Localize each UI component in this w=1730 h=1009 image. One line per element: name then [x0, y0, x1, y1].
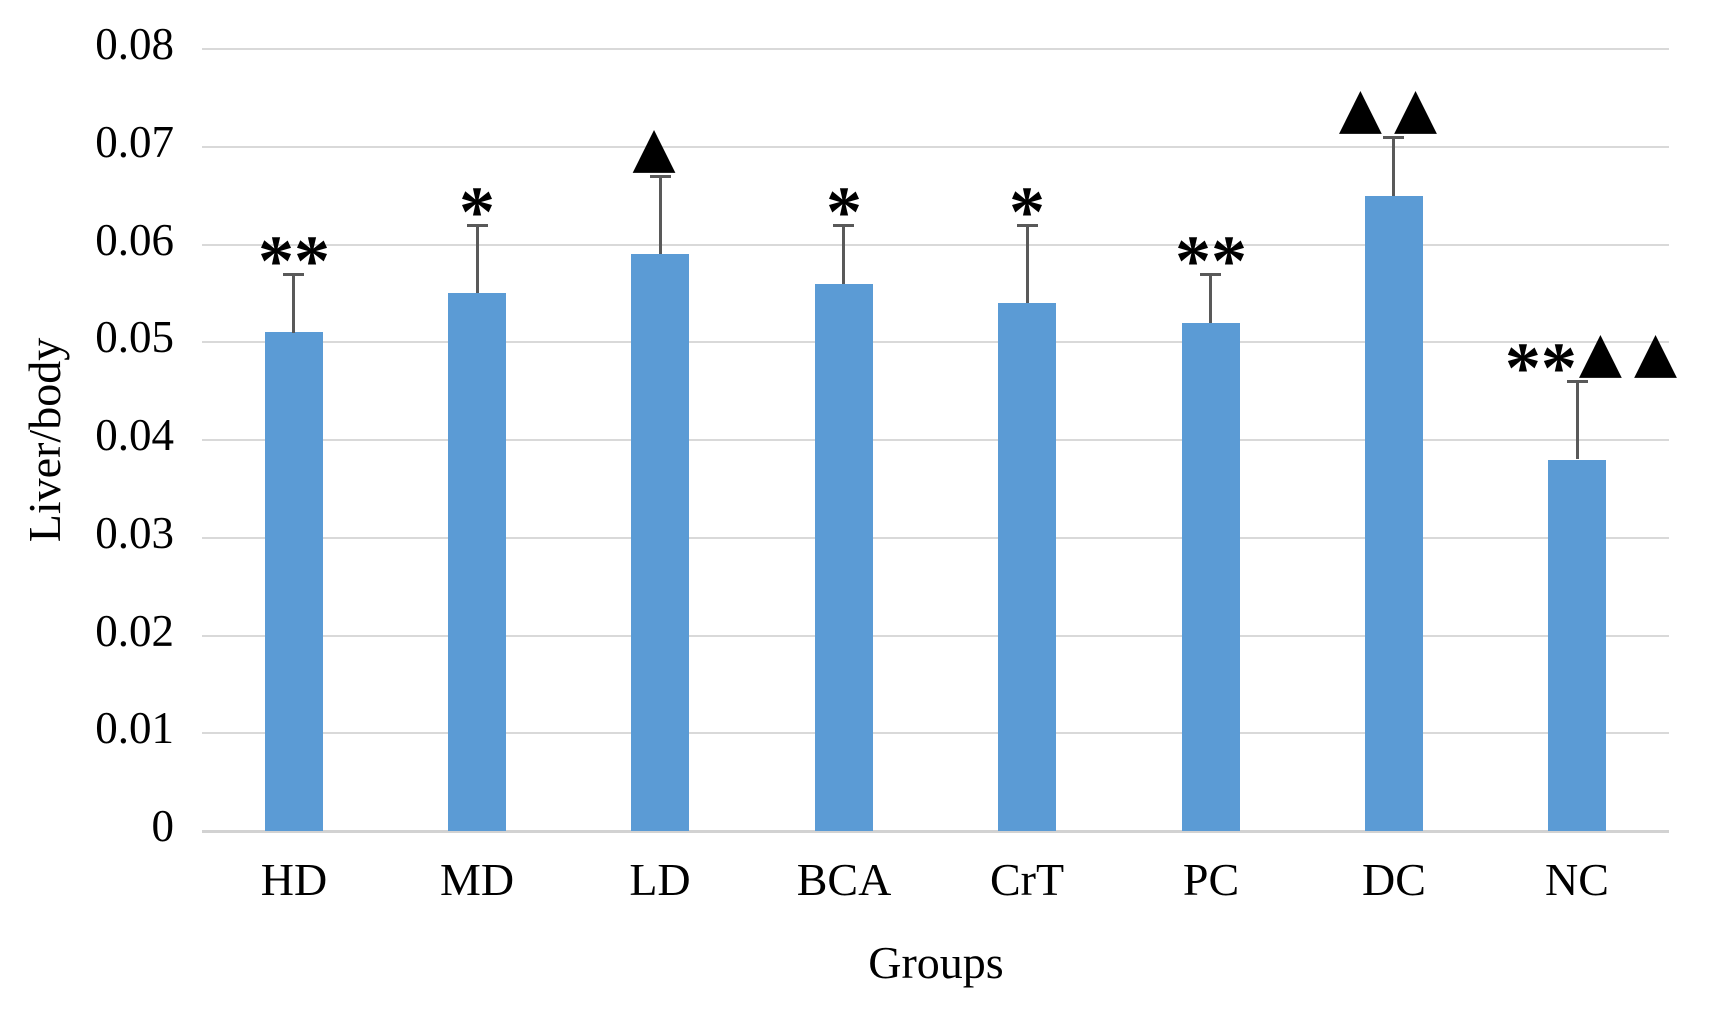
- y-tick-label: 0.02: [95, 606, 174, 656]
- x-tick-label-HD: HD: [260, 854, 328, 905]
- y-tick-label: 0.04: [95, 410, 174, 460]
- asterisk-marks: *: [1009, 172, 1045, 252]
- gridline: [202, 439, 1669, 441]
- y-tick-label: 0.05: [95, 312, 174, 362]
- error-bar-DC: [1392, 137, 1395, 196]
- error-bar-MD: [476, 225, 479, 293]
- triangle-marks: ▲▲: [1578, 320, 1690, 385]
- bar-DC: [1365, 196, 1423, 831]
- annotation-BCA: *: [826, 169, 862, 248]
- error-bar-BCA: [842, 225, 845, 284]
- annotation-LD: ▲: [632, 120, 687, 192]
- gridline: [202, 48, 1669, 50]
- error-bar-LD: [659, 176, 662, 254]
- asterisk-marks: **: [1175, 221, 1247, 301]
- annotation-MD: *: [459, 169, 495, 248]
- gridline: [202, 732, 1669, 734]
- annotation-CrT: *: [1009, 169, 1045, 248]
- error-bar-cap-DC: [1383, 136, 1404, 139]
- bar-NC: [1548, 460, 1606, 831]
- bar-MD: [448, 293, 506, 831]
- error-bar-cap-NC: [1567, 380, 1588, 383]
- annotation-PC: **: [1175, 218, 1247, 297]
- error-bar-NC: [1576, 381, 1579, 459]
- y-tick-label: 0.03: [95, 508, 174, 558]
- x-axis-line: [202, 830, 1669, 833]
- bar-BCA: [815, 284, 873, 831]
- x-tick-label-BCA: BCA: [796, 854, 892, 905]
- y-tick-label: 0.06: [95, 215, 174, 265]
- annotation-HD: **: [258, 218, 330, 297]
- error-bar-cap-BCA: [833, 224, 854, 227]
- annotation-NC: ** ▲▲: [1505, 320, 1690, 405]
- x-tick-label-CrT: CrT: [989, 854, 1065, 905]
- x-axis-title: Groups: [868, 937, 1004, 988]
- x-tick-label-MD: MD: [439, 854, 515, 905]
- bar-PC: [1182, 323, 1240, 831]
- bar-CrT: [998, 303, 1056, 831]
- annotation-DC: ▲▲: [1339, 81, 1449, 153]
- error-bar-HD: [292, 274, 295, 333]
- x-tick-label-LD: LD: [629, 854, 691, 905]
- error-bar-cap-HD: [283, 273, 304, 276]
- y-tick-label: 0: [151, 801, 175, 851]
- gridline: [202, 537, 1669, 539]
- error-bar-cap-LD: [650, 175, 671, 178]
- x-tick-label-NC: NC: [1545, 854, 1609, 905]
- y-tick-label: 0.08: [95, 19, 174, 69]
- error-bar-cap-PC: [1200, 273, 1221, 276]
- y-tick-label: 0.01: [95, 703, 174, 753]
- error-bar-cap-CrT: [1017, 224, 1038, 227]
- triangle-marks: ▲: [632, 115, 688, 180]
- gridline: [202, 244, 1669, 246]
- asterisk-marks: *: [459, 172, 495, 252]
- asterisk-marks: **: [258, 221, 330, 301]
- bar-HD: [265, 332, 323, 831]
- error-bar-CrT: [1026, 225, 1029, 303]
- x-tick-label-DC: DC: [1362, 854, 1426, 905]
- error-bar-PC: [1209, 274, 1212, 323]
- asterisk-marks: *: [826, 172, 862, 252]
- x-tick-label-PC: PC: [1182, 854, 1240, 905]
- error-bar-cap-MD: [467, 224, 488, 227]
- triangle-marks: ▲▲: [1338, 76, 1450, 141]
- asterisk-marks: **: [1504, 328, 1577, 408]
- y-tick-label: 0.07: [95, 117, 174, 167]
- gridline: [202, 341, 1669, 343]
- bar-LD: [631, 254, 689, 831]
- gridline: [202, 146, 1669, 148]
- gridline: [202, 635, 1669, 637]
